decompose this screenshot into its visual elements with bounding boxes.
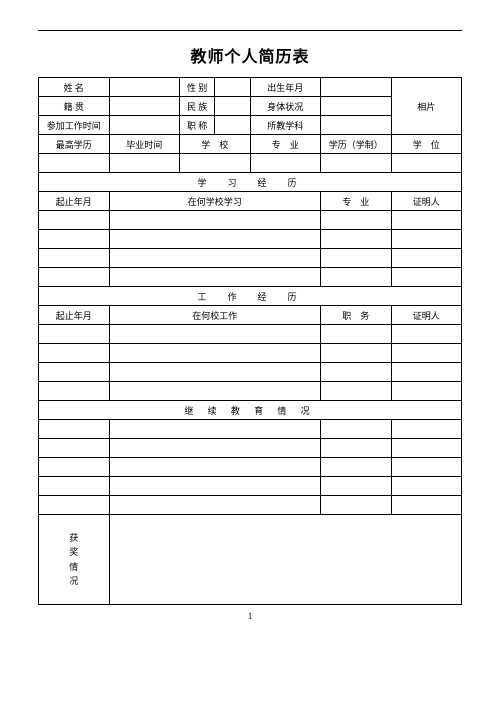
table-row xyxy=(39,325,462,344)
table-row xyxy=(39,458,462,477)
section-work: 工 作 经 历 xyxy=(39,287,462,306)
table-row xyxy=(39,230,462,249)
label-ethnic: 民 族 xyxy=(180,97,215,116)
label-work-role: 职 务 xyxy=(321,306,392,325)
table-row xyxy=(39,496,462,515)
row-work-cols: 起止年月 在何校工作 职 务 证明人 xyxy=(39,306,462,325)
field-birth[interactable] xyxy=(321,78,392,97)
row-award: 获奖情况 xyxy=(39,515,462,605)
photo-cell: 相片 xyxy=(391,78,462,135)
label-subject: 所教学科 xyxy=(250,116,321,135)
table-row xyxy=(39,363,462,382)
field-ethnic[interactable] xyxy=(215,97,250,116)
row-basic-1: 姓 名 性 别 出生年月 相片 xyxy=(39,78,462,97)
table-row xyxy=(39,211,462,230)
row-edu-header: 最高学历 毕业时间 学 校 专 业 学历（学制） 学 位 xyxy=(39,135,462,154)
label-study-major: 专 业 xyxy=(321,192,392,211)
page-number: 1 xyxy=(38,611,462,621)
row-contedu-header: 继 续 教 育 情 况 xyxy=(39,401,462,420)
table-row xyxy=(39,420,462,439)
field-gradtime[interactable] xyxy=(109,154,180,173)
label-gradtime: 毕业时间 xyxy=(109,135,180,154)
label-name: 姓 名 xyxy=(39,78,110,97)
table-row xyxy=(39,382,462,401)
award-text: 获奖情况 xyxy=(69,531,78,589)
table-row xyxy=(39,344,462,363)
label-highest: 最高学历 xyxy=(39,135,110,154)
label-degree: 学 位 xyxy=(391,135,462,154)
field-degree[interactable] xyxy=(391,154,462,173)
row-work-header: 工 作 经 历 xyxy=(39,287,462,306)
field-school[interactable] xyxy=(180,154,251,173)
field-award[interactable] xyxy=(109,515,462,605)
field-health[interactable] xyxy=(321,97,392,116)
table-row xyxy=(39,439,462,458)
table-row xyxy=(39,268,462,287)
label-study-where: 在何学校学习 xyxy=(109,192,321,211)
section-study: 学 习 经 历 xyxy=(39,173,462,192)
header-rule xyxy=(38,30,462,31)
label-study-witness: 证明人 xyxy=(391,192,462,211)
field-highest[interactable] xyxy=(39,154,110,173)
label-title: 职 称 xyxy=(180,116,215,135)
label-system: 学历（学制） xyxy=(321,135,392,154)
label-school: 学 校 xyxy=(180,135,251,154)
label-origin: 籍 贯 xyxy=(39,97,110,116)
label-work-witness: 证明人 xyxy=(391,306,462,325)
resume-table: 姓 名 性 别 出生年月 相片 籍 贯 民 族 身体状况 参加工作时间 职 称 … xyxy=(38,77,462,605)
label-major: 专 业 xyxy=(250,135,321,154)
label-work-where: 在何校工作 xyxy=(109,306,321,325)
field-subject[interactable] xyxy=(321,116,392,135)
table-row xyxy=(39,249,462,268)
label-gender: 性 别 xyxy=(180,78,215,97)
field-title[interactable] xyxy=(215,116,250,135)
label-health: 身体状况 xyxy=(250,97,321,116)
label-study-period: 起止年月 xyxy=(39,192,110,211)
label-work-period: 起止年月 xyxy=(39,306,110,325)
field-system[interactable] xyxy=(321,154,392,173)
section-contedu: 继 续 教 育 情 况 xyxy=(39,401,462,420)
form-title: 教师个人简历表 xyxy=(38,43,462,67)
label-birth: 出生年月 xyxy=(250,78,321,97)
field-origin[interactable] xyxy=(109,97,180,116)
field-major[interactable] xyxy=(250,154,321,173)
row-edu-data xyxy=(39,154,462,173)
field-gender[interactable] xyxy=(215,78,250,97)
field-workdate[interactable] xyxy=(109,116,180,135)
field-name[interactable] xyxy=(109,78,180,97)
label-award: 获奖情况 xyxy=(39,515,110,605)
row-study-cols: 起止年月 在何学校学习 专 业 证明人 xyxy=(39,192,462,211)
row-study-header: 学 习 经 历 xyxy=(39,173,462,192)
table-row xyxy=(39,477,462,496)
label-workdate: 参加工作时间 xyxy=(39,116,110,135)
